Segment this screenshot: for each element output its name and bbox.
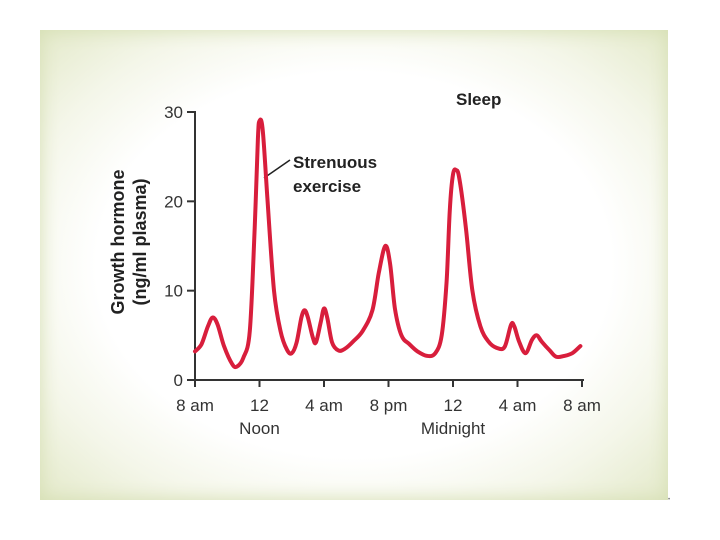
- x-ticks: 8 am 12 Noon 4 am 8 pm 12 Midnight 4 am 8 am: [176, 380, 601, 438]
- growth-hormone-series-line: [193, 117, 583, 370]
- slide-frame: [40, 30, 668, 500]
- exercise-annotation-line1: Strenuous: [293, 153, 377, 172]
- slide-marker: •: [668, 497, 671, 503]
- x-tick-sublabel: Midnight: [421, 419, 486, 438]
- y-tick-label: 30: [164, 103, 183, 122]
- sleep-annotation: Sleep: [456, 90, 501, 109]
- y-axis-label: Growth hormone (ng/ml plasma): [108, 170, 150, 315]
- y-axis-label-line1: Growth hormone: [108, 170, 128, 315]
- exercise-annotation-line2: exercise: [293, 177, 361, 196]
- exercise-pointer-line: [263, 159, 291, 179]
- y-ticks: 0 10 20 30: [164, 103, 195, 390]
- x-tick-label: 8 am: [563, 396, 601, 415]
- x-tick-sublabel: Noon: [239, 419, 280, 438]
- x-tick-label: 8 pm: [370, 396, 408, 415]
- x-tick-label: 4 am: [305, 396, 343, 415]
- x-tick-label: 12: [250, 396, 269, 415]
- y-axis-label-line2: (ng/ml plasma): [130, 178, 150, 305]
- y-tick-label: 10: [164, 282, 183, 301]
- x-tick-label: 12: [444, 396, 463, 415]
- y-tick-label: 0: [174, 371, 183, 390]
- x-tick-label: 4 am: [499, 396, 537, 415]
- x-tick-label: 8 am: [176, 396, 214, 415]
- y-tick-label: 20: [164, 192, 183, 211]
